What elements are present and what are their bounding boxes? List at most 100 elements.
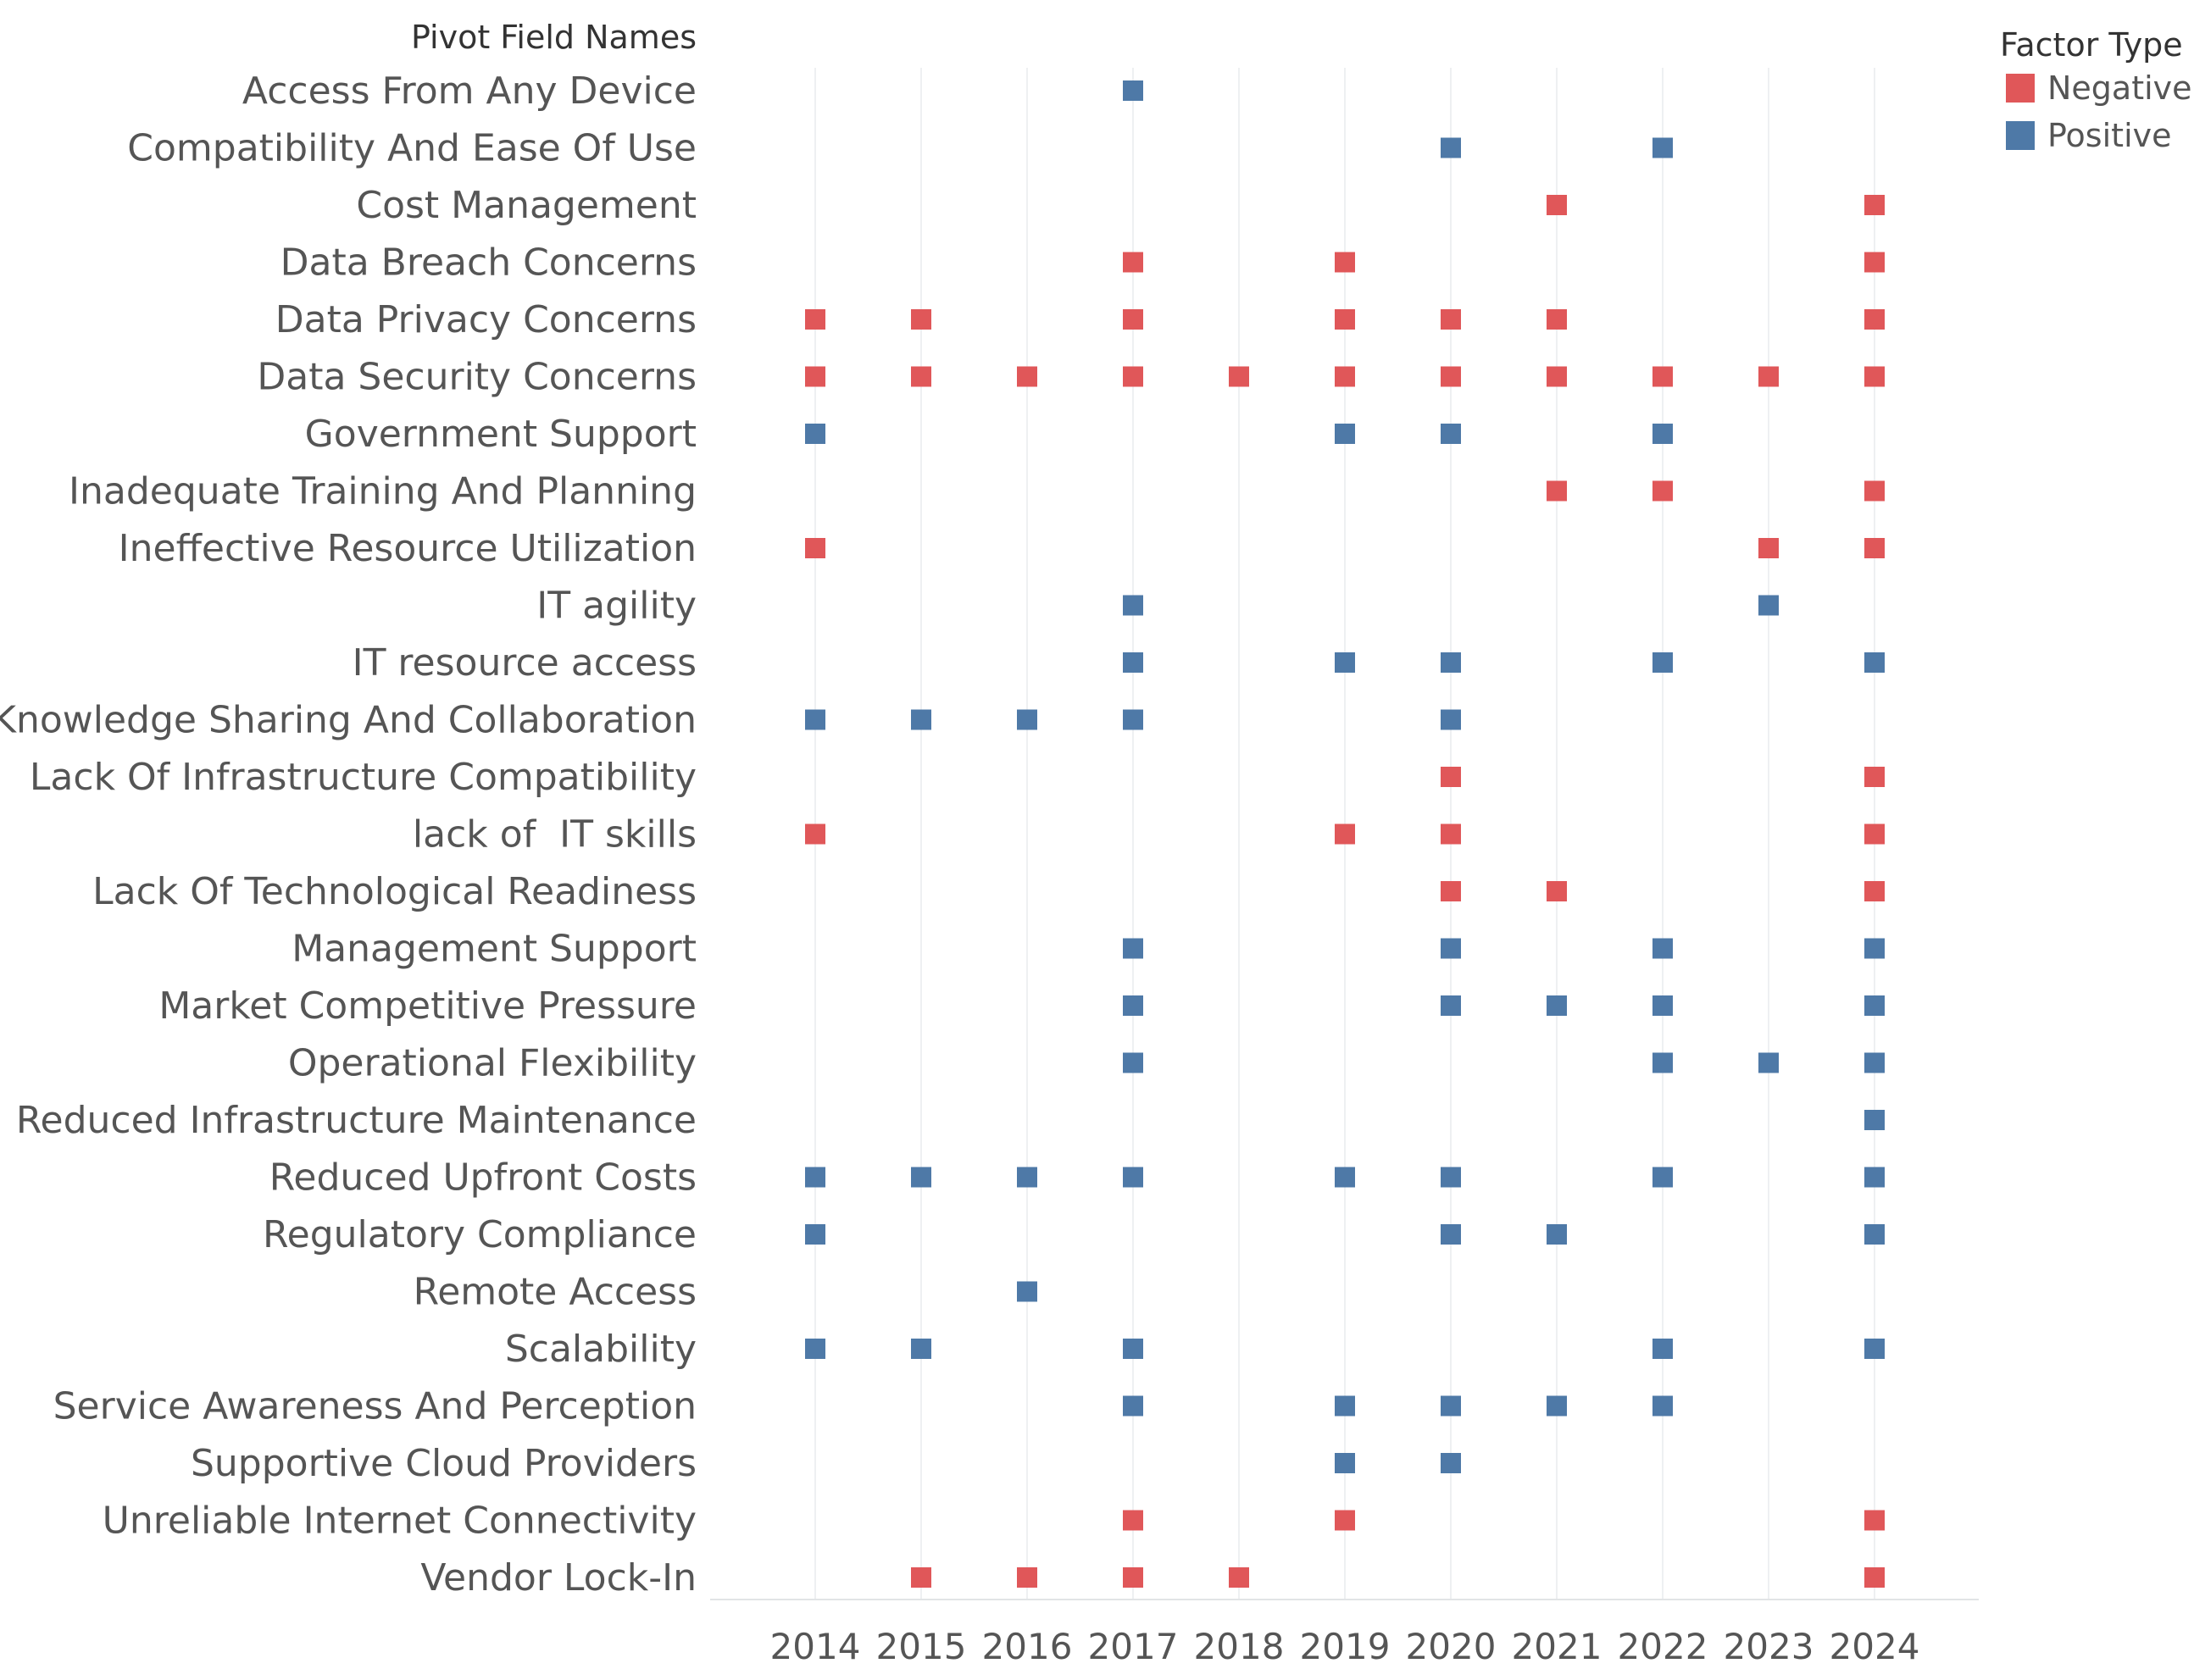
marker-positive — [1123, 652, 1143, 673]
marker-negative — [1864, 366, 1885, 387]
marker-positive — [805, 709, 825, 730]
marker-negative — [1758, 366, 1779, 387]
marker-positive — [1652, 137, 1673, 158]
marker-positive — [1017, 1281, 1037, 1302]
marker-positive — [1123, 595, 1143, 616]
marker-negative — [1441, 823, 1461, 845]
marker-negative — [1229, 366, 1249, 387]
marker-negative — [1547, 309, 1567, 330]
markers — [805, 80, 1885, 1588]
marker-negative — [1123, 252, 1143, 273]
marker-positive — [1123, 709, 1143, 730]
marker-negative — [1864, 1567, 1885, 1588]
marker-positive — [1123, 80, 1143, 101]
marker-positive — [1441, 1453, 1461, 1473]
marker-positive — [1864, 652, 1885, 673]
marker-negative — [1017, 1567, 1037, 1588]
marker-positive — [1123, 995, 1143, 1016]
marker-positive — [1547, 1224, 1567, 1245]
marker-positive — [1652, 1167, 1673, 1188]
marker-positive — [1335, 1395, 1355, 1417]
x-axis-ticks: 2014 2015 2016 2017 2018 2019 2020 2021 2022 2023… — [770, 1626, 1920, 1667]
marker-negative — [1864, 538, 1885, 558]
marker-positive — [1441, 995, 1461, 1016]
marker-negative — [1441, 366, 1461, 387]
marker-positive — [911, 709, 931, 730]
marker-negative — [1123, 366, 1143, 387]
x-tick-label: 2021 — [1512, 1626, 1602, 1667]
marker-positive — [1547, 1395, 1567, 1417]
marker-negative — [1335, 309, 1355, 330]
marker-positive — [1441, 652, 1461, 673]
marker-positive — [1123, 1395, 1143, 1417]
legend-swatch-negative — [2006, 74, 2035, 103]
marker-positive — [1864, 938, 1885, 959]
marker-negative — [805, 538, 825, 558]
row-label: Unreliable Internet Connectivity — [103, 1500, 697, 1543]
marker-negative — [1441, 309, 1461, 330]
row-label: Reduced Upfront Costs — [269, 1156, 697, 1200]
x-tick-label: 2017 — [1088, 1626, 1179, 1667]
row-label: Market Competitive Pressure — [158, 984, 697, 1028]
row-label: Scalability — [505, 1328, 697, 1371]
marker-positive — [1441, 424, 1461, 444]
legend: Factor Type Negative Positive — [2000, 26, 2192, 154]
x-tick-label: 2020 — [1406, 1626, 1497, 1667]
marker-negative — [805, 309, 825, 330]
marker-positive — [1547, 995, 1567, 1016]
legend-swatch-positive — [2006, 121, 2035, 150]
marker-negative — [1864, 1510, 1885, 1531]
marker-positive — [1652, 1052, 1673, 1073]
row-label: Data Security Concerns — [257, 356, 697, 399]
marker-negative — [1229, 1567, 1249, 1588]
marker-negative — [1547, 366, 1567, 387]
marker-positive — [805, 1339, 825, 1359]
marker-positive — [1864, 1339, 1885, 1359]
marker-positive — [1652, 995, 1673, 1016]
row-label: Government Support — [305, 413, 697, 456]
marker-negative — [1335, 823, 1355, 845]
x-tick-label: 2018 — [1194, 1626, 1285, 1667]
marker-positive — [805, 1167, 825, 1188]
row-label: Compatibility And Ease Of Use — [127, 127, 697, 170]
marker-positive — [1758, 595, 1779, 616]
marker-positive — [1441, 1224, 1461, 1245]
marker-negative — [1441, 881, 1461, 901]
marker-positive — [1441, 1395, 1461, 1417]
x-tick-label: 2022 — [1618, 1626, 1708, 1667]
marker-negative — [911, 1567, 931, 1588]
row-label: Data Breach Concerns — [280, 241, 697, 285]
x-tick-label: 2024 — [1830, 1626, 1920, 1667]
row-label: Cost Management — [356, 184, 697, 227]
marker-negative — [1441, 767, 1461, 787]
marker-negative — [1652, 480, 1673, 502]
row-label: Ineffective Resource Utilization — [119, 527, 697, 570]
marker-negative — [911, 366, 931, 387]
marker-positive — [1441, 137, 1461, 158]
marker-negative — [1335, 252, 1355, 273]
row-label: Vendor Lock-In — [420, 1556, 697, 1600]
marker-negative — [1547, 195, 1567, 215]
row-label: Inadequate Training And Planning — [69, 470, 697, 513]
marker-negative — [1547, 480, 1567, 502]
marker-negative — [911, 309, 931, 330]
row-label: Remote Access — [414, 1271, 697, 1314]
marker-negative — [1758, 538, 1779, 558]
row-label: Service Awareness And Perception — [53, 1385, 697, 1428]
row-labels: Access From Any Device Compatibility And … — [0, 69, 697, 1600]
marker-positive — [1441, 1167, 1461, 1188]
marker-positive — [1335, 1167, 1355, 1188]
marker-negative — [1652, 366, 1673, 387]
marker-positive — [1441, 709, 1461, 730]
marker-positive — [1864, 1052, 1885, 1073]
marker-positive — [1864, 1110, 1885, 1130]
marker-positive — [1017, 709, 1037, 730]
marker-negative — [1123, 309, 1143, 330]
marker-positive — [911, 1167, 931, 1188]
marker-positive — [1335, 1453, 1355, 1473]
row-label: IT resource access — [353, 641, 697, 685]
marker-negative — [1864, 195, 1885, 215]
marker-negative — [1123, 1567, 1143, 1588]
row-label: Data Privacy Concerns — [275, 298, 697, 341]
marker-negative — [1864, 881, 1885, 901]
